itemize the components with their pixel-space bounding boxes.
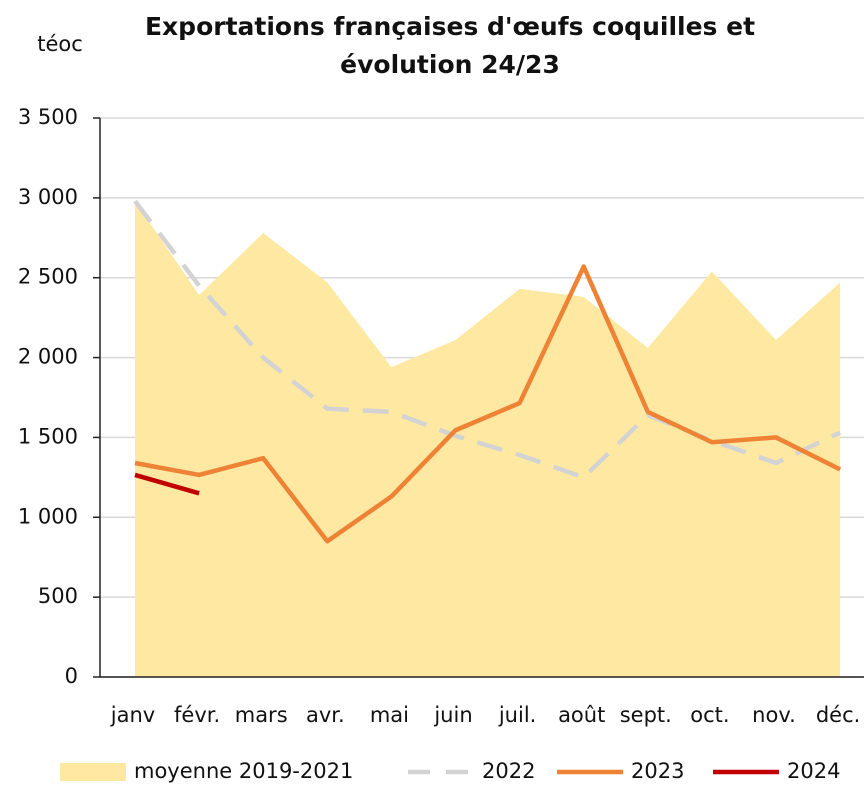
x-tick-label: mars	[235, 703, 288, 727]
x-tick-label: févr.	[174, 703, 220, 727]
y-tick-label: 1 000	[18, 504, 78, 528]
chart-title: Exportations françaises d'œufs coquilles…	[144, 12, 756, 79]
x-tick-label: juin	[433, 703, 472, 727]
x-tick-label: juil.	[498, 703, 537, 727]
x-tick-label: avr.	[306, 703, 345, 727]
legend-swatch	[60, 763, 126, 781]
x-tick-label: sept.	[620, 703, 672, 727]
legend-label: 2022	[482, 759, 535, 783]
line	[134, 264, 842, 544]
x-tick-label: oct.	[690, 703, 729, 727]
legend-label: 2024	[787, 759, 840, 783]
y-tick-label: 3 500	[18, 105, 78, 129]
y-tick-label: 0	[65, 664, 78, 688]
line	[133, 199, 842, 480]
line	[134, 472, 200, 496]
x-tick-label: janv	[110, 703, 155, 727]
x-tick-label: nov.	[752, 703, 796, 727]
x-tick-label: août	[558, 703, 605, 727]
legend-label: moyenne 2019-2021	[134, 759, 353, 783]
legend-label: 2023	[631, 759, 684, 783]
y-tick-label: 2 500	[18, 265, 78, 289]
area	[135, 201, 841, 677]
y-tick-label: 3 000	[18, 185, 78, 209]
y-tick-label: 2 000	[18, 345, 78, 369]
y-tick-label: 1 500	[18, 424, 78, 448]
y-tick-label: 500	[38, 584, 78, 608]
y-unit: téoc	[37, 32, 83, 56]
x-tick-label: mai	[370, 703, 409, 727]
x-tick-label: déc.	[816, 703, 860, 727]
